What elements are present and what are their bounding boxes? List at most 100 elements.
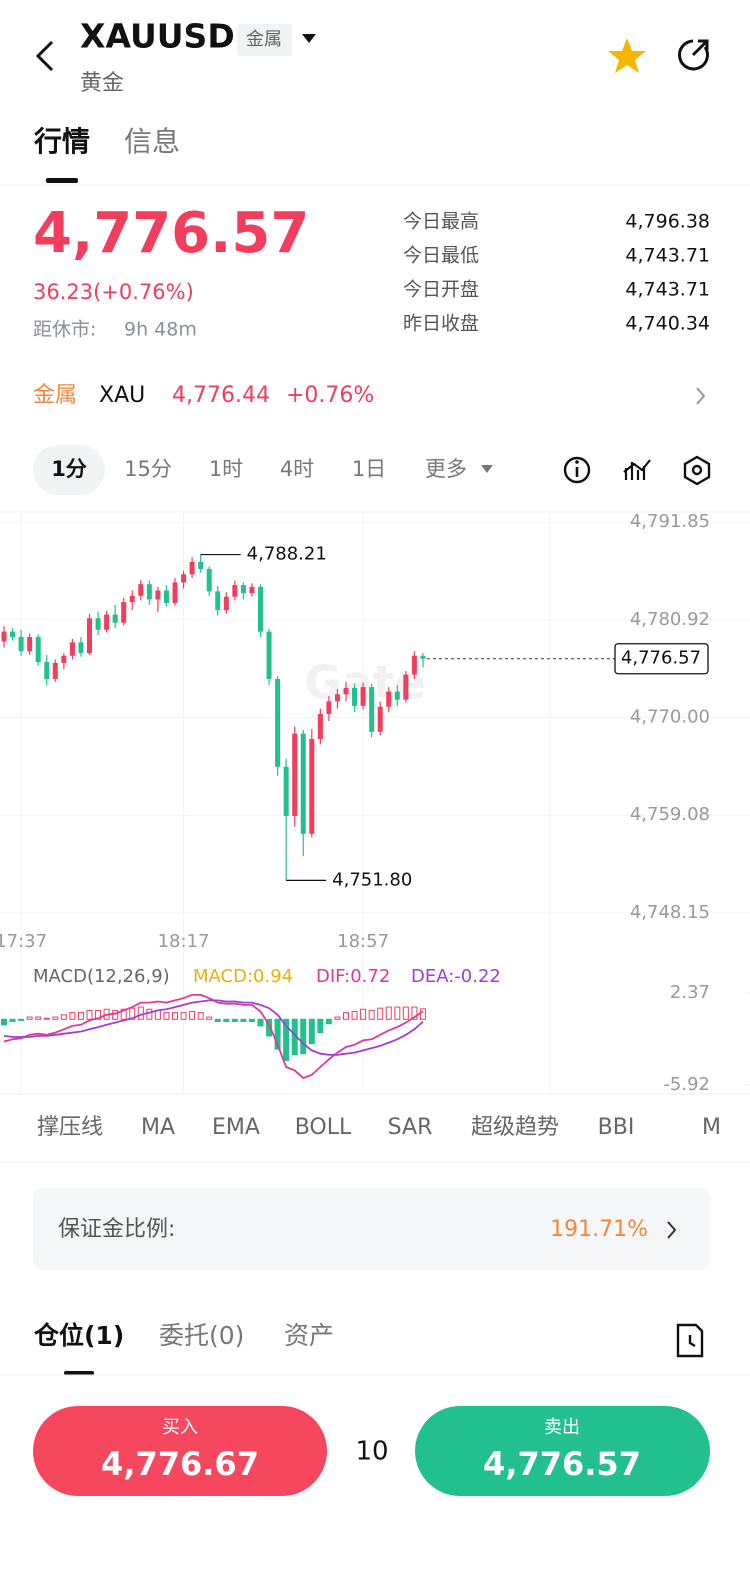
close-label: 距休市: [33,319,96,341]
candle-body [87,618,92,654]
history-icon[interactable] [676,1323,704,1358]
candle-body [360,687,366,706]
macd-bar [120,1008,127,1020]
indicator-tab[interactable]: M [702,1115,721,1140]
ticker-change[interactable]: +0.76% [286,383,374,408]
macd-bar [231,1018,238,1023]
candle-body [317,713,323,739]
candle-body [215,591,221,611]
position-tab[interactable]: 资产 [284,1321,334,1350]
stat-label: 今日最高 [403,211,479,233]
candle-body [369,687,375,732]
symbol: XAUUSD [80,17,235,56]
macd-bar [9,1018,16,1023]
indicator-tab[interactable]: SAR [388,1115,433,1140]
macd-line [3,994,424,1080]
candle-body [394,691,400,700]
margin-value: 191.71% [550,1217,648,1242]
share-icon[interactable] [678,39,709,71]
indicator-tab[interactable]: BOLL [295,1115,352,1140]
macd-bar [60,1014,67,1020]
candle-body [129,595,135,603]
macd-bar [95,1009,102,1020]
candle-body [275,679,281,767]
margin-card[interactable] [33,1188,710,1270]
ticker-category[interactable]: 金属 [33,383,77,408]
candle-body [18,636,24,652]
stat-value: 4,796.38 [625,211,710,233]
indicator-tab[interactable]: 超级趋势 [471,1115,559,1140]
macd-bar [343,1012,349,1020]
macd-bar [137,1006,144,1020]
position-tab[interactable]: 委托(0) [159,1321,244,1350]
candle-body [300,733,306,834]
macd-bar [351,1011,358,1020]
macd-bar [52,1016,59,1020]
macd-bar [197,1012,204,1020]
tab-underline [46,178,78,183]
indicator-tab[interactable]: BBI [598,1115,635,1140]
candle-body [343,687,349,695]
indicator-tab[interactable]: MA [141,1115,175,1140]
dropdown-icon[interactable] [302,34,316,43]
candle-body [258,586,263,632]
y-tick-label: 4,770.00 [630,707,710,728]
indicator-tab[interactable]: EMA [212,1115,260,1140]
candle-body [69,642,75,656]
macd-bar [1,1018,7,1026]
tab[interactable]: 信息 [124,125,180,158]
macd-bar [18,1018,25,1021]
macd-bar [112,1009,119,1020]
close-time: 9h 48m [124,319,197,341]
candle-body [198,561,204,569]
interval-tab[interactable]: 15分 [124,457,172,481]
stat-value: 4,740.34 [625,313,710,335]
chevron[interactable] [696,387,706,405]
candle-body [61,655,67,663]
candle-body [112,614,118,623]
stat-label: 今日开盘 [403,279,479,301]
indicator-icon[interactable] [623,459,651,480]
sell-button[interactable] [415,1406,710,1496]
y-tick-label: -5.92 [663,1074,710,1095]
x-tick-label: 18:17 [158,931,210,952]
ticker-symbol[interactable]: XAU [99,383,145,408]
candle-body [138,584,144,596]
settings-icon[interactable] [683,455,711,486]
macd-bar [402,1006,409,1020]
quantity[interactable]: 10 [355,1437,388,1467]
macd-bar [360,1008,367,1020]
info-icon[interactable] [563,456,591,484]
macd-bar [77,1012,84,1020]
buy-price: 4,776.67 [101,1445,259,1483]
candle-body [1,631,7,642]
y-tick-label: 4,748.15 [630,902,710,923]
ticker-price[interactable]: 4,776.44 [172,383,270,408]
interval-tab[interactable]: 4时 [280,457,314,481]
stat-value: 4,743.71 [625,245,710,267]
macd-bar [377,1007,384,1020]
margin-label: 保证金比例: [58,1217,175,1242]
macd-bar [274,1018,281,1050]
interval-tab[interactable]: 更多 [425,457,467,481]
y-tick-label: 4,780.92 [630,609,710,630]
back-button[interactable] [35,40,54,72]
macd-line [3,999,424,1056]
price: 4,776.57 [33,201,309,266]
interval-tab[interactable]: 1日 [352,457,386,481]
interval-tab[interactable]: 1时 [209,457,243,481]
macd-bar [189,1011,196,1020]
candle-body [206,568,212,592]
tab[interactable]: 行情 [33,125,90,158]
candle-body [27,636,33,652]
indicator-tab[interactable]: 撑压线 [37,1115,103,1140]
macd-bar [334,1016,341,1020]
candle-body [121,602,127,623]
buy-button[interactable] [33,1406,327,1496]
favorite-star[interactable] [608,38,646,73]
interval-tab[interactable]: 1分 [51,457,87,481]
last-price-box [614,643,709,675]
position-tab[interactable]: 仓位(1) [33,1321,124,1350]
